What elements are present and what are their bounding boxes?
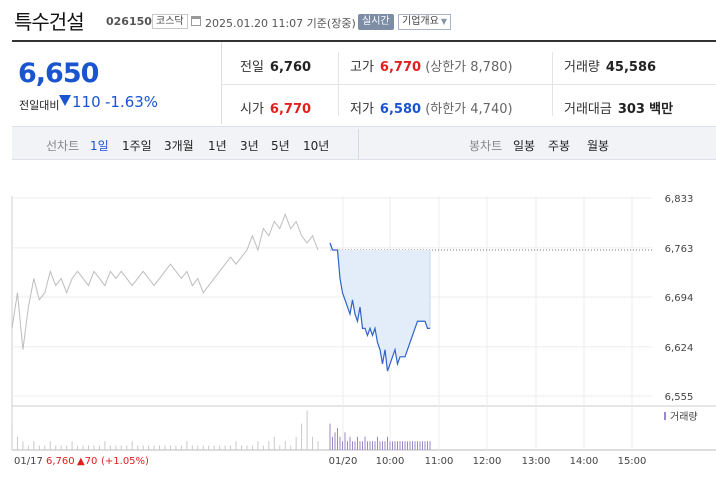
stats-divider: [222, 84, 716, 85]
period-5year[interactable]: 5년: [271, 139, 290, 153]
header-divider: [12, 40, 716, 42]
x-tick-label: 11:00: [425, 456, 454, 467]
volume-legend-swatch: [664, 412, 666, 420]
stock-name: 특수건설: [14, 10, 85, 34]
stock-header: 특수건설 026150 코스닥 2025.01.20 11:07 기준(장중) …: [0, 0, 716, 40]
change-value: 110: [72, 93, 101, 111]
candle-chart-label: 봉차트: [469, 139, 503, 153]
volume-label: 거래량: [564, 60, 600, 75]
low-price: 저가 6,580 (하한가 4,740): [350, 98, 513, 117]
change-percent: -1.63%: [105, 93, 159, 111]
volume: 거래량 45,586: [564, 56, 656, 75]
current-price: 6,650: [18, 58, 99, 89]
period-1week[interactable]: 1주일: [122, 139, 152, 153]
period-1year[interactable]: 1년: [208, 139, 227, 153]
prev-close-label: 전일: [240, 60, 264, 75]
prev-close: 전일 6,760: [240, 56, 311, 75]
open-value: 6,770: [269, 102, 312, 117]
y-tick-label: 6,624: [665, 343, 694, 354]
upper-limit-label: (상한가: [425, 60, 467, 75]
open-label: 시가: [240, 102, 264, 117]
chart-period-bar: 선차트 1일 1주일 3개월 1년 3년 5년 10년 봉차트 일봉 주봉 월봉: [12, 126, 716, 160]
high-label: 고가: [350, 60, 374, 75]
period-3month[interactable]: 3개월: [164, 139, 194, 153]
prev-day-change-pct: (+1.05%): [101, 456, 149, 467]
lower-limit-value: 4,740): [470, 102, 513, 117]
open-price: 시가 6,770: [240, 98, 311, 117]
trade-value: 거래대금 303 백만: [564, 98, 673, 117]
period-3year[interactable]: 3년: [240, 139, 259, 153]
change-label: 전일대비: [19, 99, 60, 112]
y-tick-label: 6,694: [665, 293, 694, 304]
x-tick-label: 13:00: [522, 456, 551, 467]
x-tick-label: 14:00: [570, 456, 599, 467]
prev-close-value: 6,760: [269, 60, 312, 75]
low-value: 6,580: [379, 102, 422, 117]
line-chart-label: 선차트: [46, 139, 80, 153]
market-badge: 코스닥: [152, 14, 188, 29]
prev-day-close: 6,760: [46, 456, 75, 467]
chart-grid: [11, 196, 716, 451]
company-info-label: 기업개요: [402, 16, 439, 27]
volume-bars: [11, 410, 431, 450]
today-price-line: [329, 242, 430, 372]
prev-day-change: ▲70: [77, 456, 97, 467]
lower-limit-label: (하한가: [425, 102, 467, 117]
candle-weekly[interactable]: 주봉: [548, 139, 571, 153]
trade-value-unit: 백만: [649, 102, 674, 117]
x-tick-label: 10:00: [376, 456, 405, 467]
period-10year[interactable]: 10년: [303, 139, 330, 153]
x-tick-label: 01/20: [329, 456, 358, 467]
chart-lines: [11, 212, 430, 372]
x-tick-label: 12:00: [473, 456, 502, 467]
chevron-down-icon: ▼: [440, 17, 447, 26]
upper-limit-value: 8,780): [470, 60, 513, 75]
realtime-button[interactable]: 실시간: [358, 14, 394, 30]
volume-legend-label: 거래량: [670, 411, 698, 423]
low-label: 저가: [350, 102, 374, 117]
intraday-chart[interactable]: 6,833 6,763 6,694 6,624 6,555 01/20 10:00 11:00…: [0, 160, 716, 487]
period-1day[interactable]: 1일: [90, 139, 109, 153]
calendar-icon: [191, 16, 201, 26]
candle-daily[interactable]: 일봉: [513, 139, 536, 153]
quote-stats: 전일 6,760 고가 6,770 (상한가 8,780) 거래량 45,586 시가…: [222, 42, 716, 124]
period-bar-divider: [358, 129, 359, 159]
y-tick-label: 6,763: [665, 244, 694, 255]
volume-value: 45,586: [605, 60, 657, 75]
down-arrow-icon: [59, 95, 71, 106]
trade-value-value: 303: [617, 102, 645, 117]
company-info-button[interactable]: 기업개요 ▼: [398, 14, 451, 30]
quote-datetime: 2025.01.20 11:07 기준(장중): [205, 17, 356, 30]
prev-day-price-line: [11, 212, 319, 350]
chart-labels: 6,833 6,763 6,694 6,624 6,555 01/20 10:00 11:00…: [14, 194, 698, 467]
stats-column-divider: [552, 52, 553, 116]
y-tick-label: 6,833: [665, 194, 694, 205]
candle-monthly[interactable]: 월봉: [587, 139, 610, 153]
today-area-fill: [330, 242, 430, 372]
trade-value-label: 거래대금: [564, 102, 612, 117]
y-tick-label: 6,555: [665, 392, 694, 403]
prev-day-date: 01/17: [14, 456, 43, 467]
high-value: 6,770: [379, 60, 422, 75]
stats-column-divider: [338, 52, 339, 116]
x-tick-label: 15:00: [618, 456, 647, 467]
chart-area: [330, 242, 431, 372]
stock-code: 026150: [106, 15, 152, 28]
price-summary: 6,650 전일대비 110 -1.63%: [12, 42, 222, 124]
high-price: 고가 6,770 (상한가 8,780): [350, 56, 513, 75]
